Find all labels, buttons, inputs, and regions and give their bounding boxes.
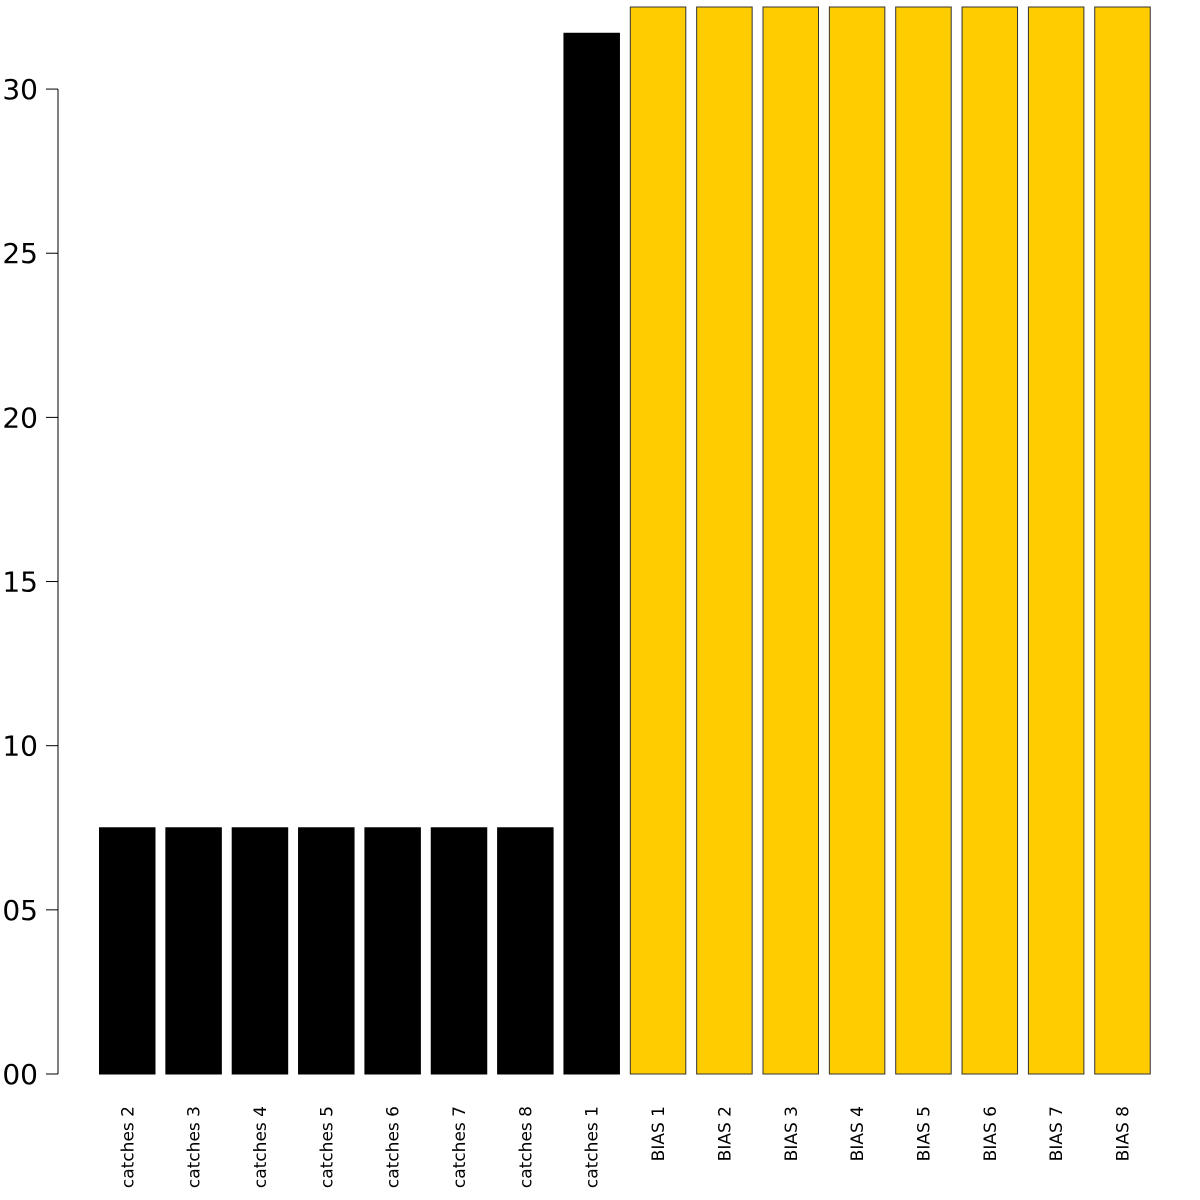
bar — [696, 6, 753, 1075]
bar — [99, 827, 156, 1075]
x-axis-labels: catches 2 catches 3 catches 4 catches 5 catc… — [118, 1106, 1133, 1188]
x-category-label: BIAS 1 — [649, 1106, 669, 1161]
x-category-label: BIAS 8 — [1114, 1106, 1134, 1161]
bar — [364, 827, 421, 1075]
y-tick-label: 10 — [2, 730, 38, 763]
y-tick-label: 00 — [2, 1058, 38, 1091]
x-category-label: catches 6 — [384, 1106, 404, 1188]
bar — [895, 6, 952, 1075]
x-category-label: BIAS 7 — [1047, 1106, 1067, 1161]
bar — [231, 827, 289, 1075]
x-category-label: BIAS 3 — [782, 1106, 802, 1161]
bar — [165, 827, 222, 1075]
y-tick-label: 15 — [2, 566, 38, 599]
y-tick-label: 05 — [2, 894, 38, 927]
bar — [497, 827, 554, 1075]
bar — [762, 6, 819, 1075]
y-tick-label: 25 — [2, 237, 38, 270]
bar — [828, 6, 886, 1075]
bar — [1094, 6, 1151, 1075]
x-category-label: catches 7 — [450, 1106, 470, 1188]
x-category-label: BIAS 6 — [981, 1106, 1001, 1161]
x-category-label: catches 5 — [317, 1106, 337, 1188]
x-category-label: BIAS 2 — [715, 1106, 735, 1161]
y-axis: 00 05 10 15 20 25 30 — [2, 73, 59, 1091]
bar — [563, 32, 620, 1075]
bar — [1027, 6, 1085, 1075]
x-category-label: BIAS 4 — [848, 1106, 868, 1161]
x-category-label: catches 4 — [251, 1106, 271, 1188]
x-category-label: catches 3 — [185, 1106, 205, 1188]
x-category-label: catches 8 — [516, 1106, 536, 1188]
y-tick-label: 30 — [2, 73, 38, 106]
bar — [629, 6, 687, 1075]
x-category-label: BIAS 5 — [914, 1106, 934, 1161]
bars-group — [99, 6, 1151, 1075]
bar — [430, 827, 488, 1075]
x-category-label: catches 2 — [118, 1106, 138, 1188]
x-category-label: catches 1 — [583, 1106, 603, 1188]
bar — [298, 827, 355, 1075]
bar — [961, 6, 1019, 1075]
y-tick-label: 20 — [2, 401, 38, 434]
